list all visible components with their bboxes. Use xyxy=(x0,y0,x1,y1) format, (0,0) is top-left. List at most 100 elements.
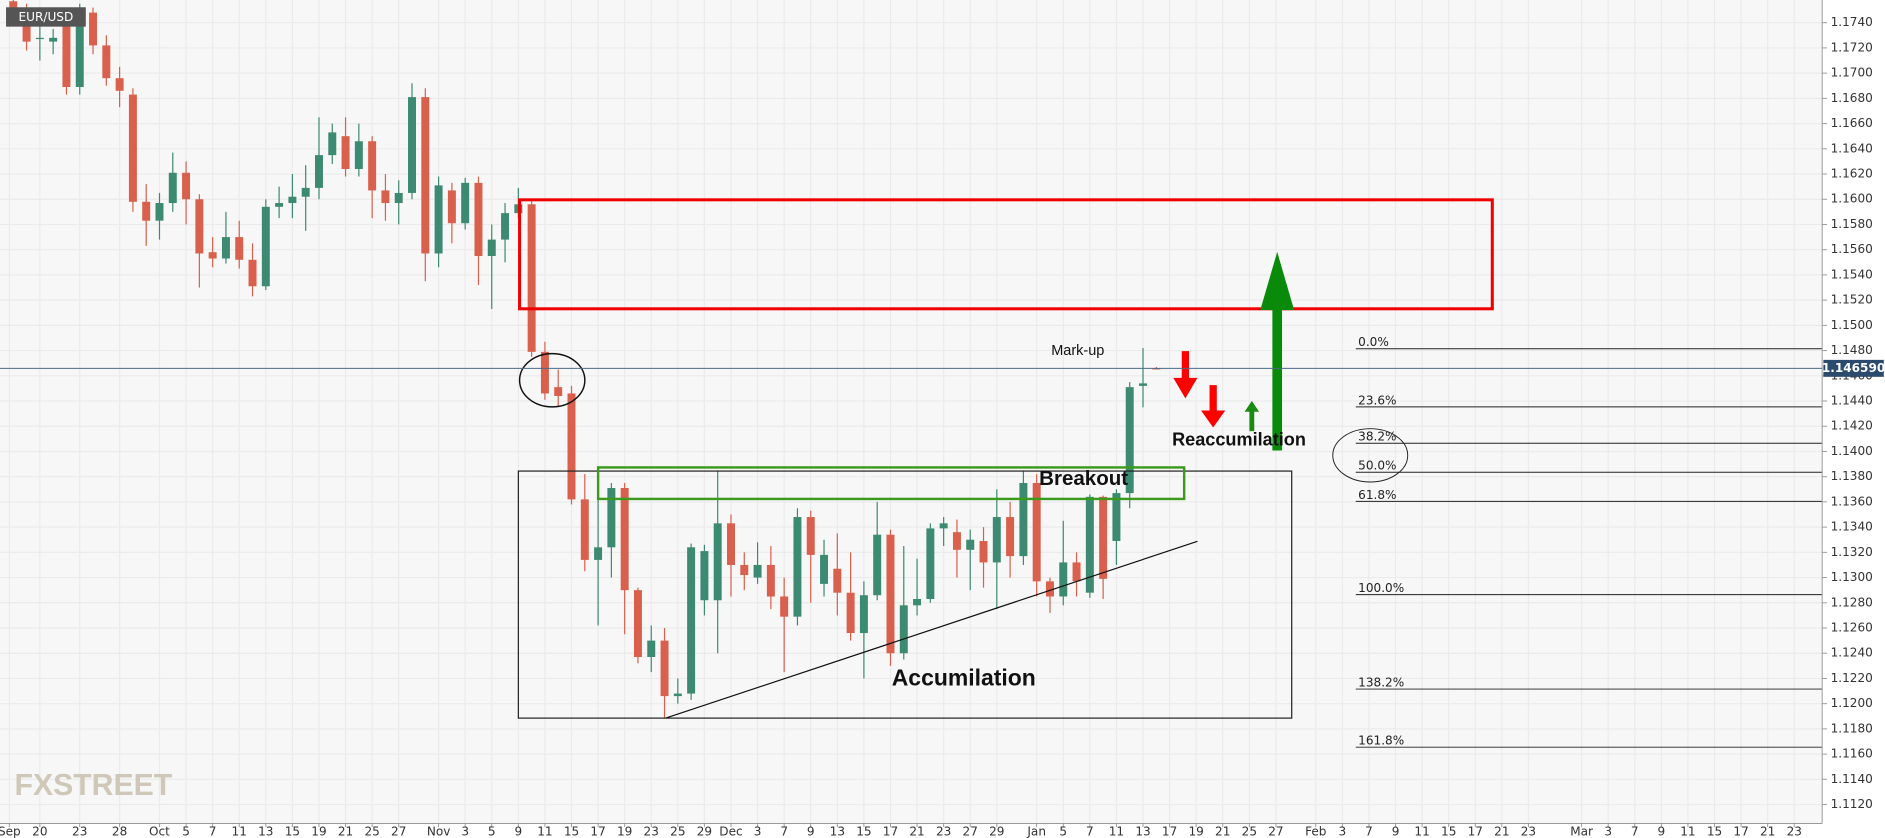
candle-body xyxy=(394,192,403,204)
fib-label: 100.0% xyxy=(1358,581,1404,595)
grid xyxy=(0,0,1823,824)
x-tick-label: 9 xyxy=(1392,824,1400,838)
candle-body xyxy=(368,141,377,191)
candle-body xyxy=(554,387,563,396)
candle-body xyxy=(128,94,137,202)
x-tick-label: 13 xyxy=(258,824,273,838)
y-tick-label: 1.1200 xyxy=(1831,696,1873,710)
y-tick-label: 1.1500 xyxy=(1831,318,1873,332)
candle-body xyxy=(487,239,496,256)
y-tick-label: 1.1560 xyxy=(1831,242,1873,256)
watermark: FXSTREET xyxy=(15,769,173,802)
y-tick-label: 1.1520 xyxy=(1831,293,1873,307)
fib-label: 161.8% xyxy=(1358,734,1404,748)
down-arrow xyxy=(1201,385,1226,428)
x-tick-label: 21 xyxy=(1494,824,1509,838)
candle-body xyxy=(540,351,549,394)
candle-body xyxy=(35,37,44,40)
candle-body xyxy=(713,523,722,601)
x-tick-label: 21 xyxy=(1215,824,1230,838)
x-tick-label: 17 xyxy=(590,824,605,838)
x-tick-label: 3 xyxy=(754,824,762,838)
candle-body xyxy=(700,551,709,601)
candle-body xyxy=(421,97,430,254)
x-tick-label: 23 xyxy=(1787,824,1802,838)
fib-circle xyxy=(1332,428,1409,483)
candle-body xyxy=(793,517,802,617)
candle-body xyxy=(235,237,244,260)
candle-body xyxy=(461,182,470,224)
x-tick-label: 11 xyxy=(537,824,552,838)
candle-body xyxy=(9,1,18,11)
candle-body xyxy=(727,523,735,565)
fib-label: 138.2% xyxy=(1358,675,1404,689)
y-tick-label: 1.1400 xyxy=(1831,444,1873,458)
symbol-label: EUR/USD xyxy=(19,10,74,24)
candle-body xyxy=(434,185,443,254)
candle-body xyxy=(1125,387,1134,494)
x-tick-label: 15 xyxy=(856,824,871,838)
x-tick-label: 5 xyxy=(1059,824,1067,838)
candle-body xyxy=(195,199,204,254)
candle-body xyxy=(846,592,855,634)
candle-body xyxy=(833,568,842,593)
y-tick-label: 1.1320 xyxy=(1831,545,1873,559)
candle-body xyxy=(673,693,682,697)
y-tick-label: 1.1180 xyxy=(1831,721,1873,735)
accumulation-box xyxy=(517,470,1293,719)
fibonacci-levels: 0.0% 23.6% 38.2% 50.0% 61.8% 100.0% 138.… xyxy=(1332,335,1823,748)
candle-body xyxy=(155,203,164,221)
reaccumulation-label: Reaccumilation xyxy=(1172,430,1306,450)
candle-body xyxy=(820,554,829,584)
y-tick-label: 1.1220 xyxy=(1831,671,1873,685)
candle-body xyxy=(408,97,417,193)
up-arrow xyxy=(1244,400,1260,432)
x-tick-label: 9 xyxy=(807,824,815,838)
x-tick-label: 27 xyxy=(391,824,406,838)
x-tick-label: 3 xyxy=(1604,824,1612,838)
x-tick-label: 29 xyxy=(989,824,1004,838)
last-price-label: 1.146590 xyxy=(1822,361,1885,375)
x-tick-label: 9 xyxy=(1658,824,1666,838)
drawings: Mark-up Reaccumilation Breakout Accumila… xyxy=(517,198,1494,719)
candle-body xyxy=(1019,482,1028,557)
candle-body xyxy=(780,596,789,617)
x-tick-label: 11 xyxy=(1109,824,1124,838)
x-tick-label: 19 xyxy=(311,824,326,838)
x-tick-label: 21 xyxy=(909,824,924,838)
candle-body xyxy=(580,499,589,560)
x-tick-label: 11 xyxy=(1414,824,1429,838)
x-tick-label: 15 xyxy=(1707,824,1722,838)
up-arrow xyxy=(1260,251,1295,451)
candle-body xyxy=(501,213,510,240)
x-tick-label: 11 xyxy=(1680,824,1695,838)
x-tick-label: 28 xyxy=(112,824,127,838)
accumulation-label: Accumilation xyxy=(892,664,1036,690)
x-tick-label: 17 xyxy=(1468,824,1483,838)
y-tick-label: 1.1680 xyxy=(1831,91,1873,105)
candle-body xyxy=(221,237,230,259)
symbol-badge xyxy=(6,7,86,27)
y-tick-label: 1.1600 xyxy=(1831,192,1873,206)
candle-body xyxy=(248,259,257,287)
candle-body xyxy=(1006,517,1015,557)
highlight-circle xyxy=(518,352,586,408)
x-tick-label: 19 xyxy=(617,824,632,838)
candle-body xyxy=(1085,496,1094,593)
x-tick-label: 23 xyxy=(72,824,87,838)
candle-body xyxy=(647,640,656,658)
candle-body xyxy=(753,564,762,578)
candle-body xyxy=(261,206,270,287)
y-tick-label: 1.1380 xyxy=(1831,469,1873,483)
y-tick-label: 1.1580 xyxy=(1831,217,1873,231)
candle-body xyxy=(301,187,310,197)
candle-body xyxy=(49,37,58,42)
candle-body xyxy=(939,523,948,529)
x-tick-label: Nov xyxy=(427,824,451,838)
candle-body xyxy=(142,201,151,221)
candle-body xyxy=(341,136,350,169)
candle-body xyxy=(168,172,177,204)
x-tick-label: 9 xyxy=(515,824,523,838)
candle-body xyxy=(979,540,988,563)
